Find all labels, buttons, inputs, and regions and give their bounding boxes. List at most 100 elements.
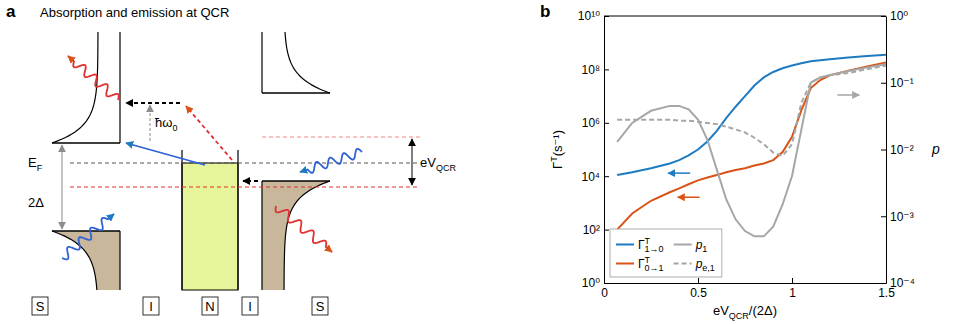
panel-label: b <box>540 2 550 21</box>
axis-line <box>605 283 887 284</box>
subscript: 0→1 <box>645 263 664 273</box>
tick-label: 10⁶ <box>582 116 600 130</box>
subscript: QCR <box>729 311 750 321</box>
photon <box>68 56 119 100</box>
barrier-line <box>237 150 238 290</box>
gap-edge <box>52 142 120 143</box>
barrier-line <box>261 181 262 290</box>
series-line <box>617 64 886 236</box>
tick: 10⁻¹ <box>881 76 914 90</box>
tick: 10⁻³ <box>881 210 914 224</box>
legend-label: ΓT1→0 <box>638 236 664 254</box>
axis-line <box>604 17 605 284</box>
legend-swatch <box>674 263 692 265</box>
tick-label: 10¹⁰ <box>578 9 600 23</box>
tick-mark <box>881 283 886 284</box>
y2-axis-title: p <box>931 141 940 157</box>
tick: 0.5 <box>690 278 707 300</box>
transition-arrow <box>243 180 258 182</box>
figure: aAbsorption and emission at QCReVQCR2ΔEF… <box>0 0 960 324</box>
tick: 10⁻⁴ <box>881 276 915 290</box>
tick-label: 0.5 <box>690 286 707 300</box>
tick-label: 10⁻² <box>890 143 914 157</box>
tick-label: 10⁻⁴ <box>890 276 915 290</box>
tick-mark <box>604 123 609 124</box>
dos-curve <box>284 181 330 290</box>
layer-box <box>32 297 48 315</box>
layer-box <box>242 297 258 315</box>
photon <box>62 214 114 259</box>
fermi-level <box>70 163 420 164</box>
y-axis-title: ΓT(s⁻¹) <box>549 130 565 169</box>
tick-mark <box>604 69 609 70</box>
tick-mark <box>881 216 886 217</box>
tick-mark <box>698 278 699 283</box>
plot-frame <box>604 16 886 17</box>
subscript: 0 <box>172 123 177 133</box>
tick-mark <box>881 83 886 84</box>
layer-label: I <box>149 299 153 314</box>
figure-svg: aAbsorption and emission at QCReVQCR2ΔEF… <box>0 0 960 324</box>
photon <box>300 149 362 173</box>
subscript: 1 <box>702 244 707 254</box>
direction-arrow <box>678 196 700 198</box>
dos-curve <box>52 32 98 143</box>
tick-label: 10⁰ <box>582 276 600 290</box>
layer-box <box>312 297 328 315</box>
bias-arrow <box>412 139 413 185</box>
gap-edge <box>262 92 330 93</box>
subscript: QCR <box>436 163 457 173</box>
tick-mark <box>792 278 793 283</box>
transition-arrow <box>186 106 232 160</box>
series-line <box>617 55 886 175</box>
dos-curve <box>285 32 330 93</box>
y2-axis: 10⁻⁴10⁻³10⁻²10⁻¹10⁰ <box>881 9 915 290</box>
photon <box>276 206 332 252</box>
gap-edge <box>52 230 120 231</box>
text-part: /(2Δ) <box>749 303 777 318</box>
gap-edge <box>262 180 330 181</box>
x-axis: 00.511.5 <box>601 278 895 300</box>
electrode-level <box>70 187 420 188</box>
legend: ΓT1→0ΓT0→1p1pe,1 <box>610 229 722 277</box>
panel-a: aAbsorption and emission at QCReVQCR2ΔEF… <box>6 2 456 315</box>
legend-swatch <box>674 244 692 246</box>
legend-box <box>610 229 722 277</box>
fermi-label: EF <box>28 155 43 173</box>
tick-mark <box>604 283 609 284</box>
text-part: (s⁻¹) <box>550 130 565 156</box>
tick-label: 10⁴ <box>581 170 600 184</box>
electrode-level <box>262 137 420 138</box>
axis-line <box>886 17 887 284</box>
text-part: eV <box>713 303 729 318</box>
text-part: E <box>28 155 37 170</box>
layer-label: I <box>248 299 252 314</box>
plot-marks <box>617 55 886 236</box>
text-part: ħω <box>155 115 172 130</box>
y-axis: 10⁰10²10⁴10⁶10⁸10¹⁰ <box>578 9 609 290</box>
legend-swatch <box>616 244 634 246</box>
layer-box <box>143 297 159 315</box>
tick-label: 10⁻¹ <box>890 76 914 90</box>
transition-arrow <box>126 143 205 165</box>
photon-energy-label: ħω0 <box>155 115 177 133</box>
legend-label: p1 <box>695 238 708 255</box>
gap-label: 2Δ <box>28 195 44 210</box>
tick-mark <box>604 230 609 231</box>
x-axis-title: eVQCR/(2Δ) <box>713 303 777 321</box>
barrier-line <box>261 32 262 93</box>
tick-mark <box>881 150 886 151</box>
barrier-line <box>119 32 120 143</box>
series-line <box>617 63 886 230</box>
tick: 10⁸ <box>582 63 609 77</box>
subscript: F <box>37 163 43 173</box>
gap-arrow <box>62 145 63 229</box>
tick-label: 10⁻³ <box>890 210 914 224</box>
tick: 10⁻² <box>881 143 914 157</box>
text-part: Γ <box>550 162 565 169</box>
bias-label: eVQCR <box>420 155 456 173</box>
diagram-title: Absorption and emission at QCR <box>40 5 229 20</box>
direction-arrow <box>668 172 690 174</box>
subscript: e,1 <box>702 263 715 273</box>
tick: 1 <box>789 278 796 300</box>
